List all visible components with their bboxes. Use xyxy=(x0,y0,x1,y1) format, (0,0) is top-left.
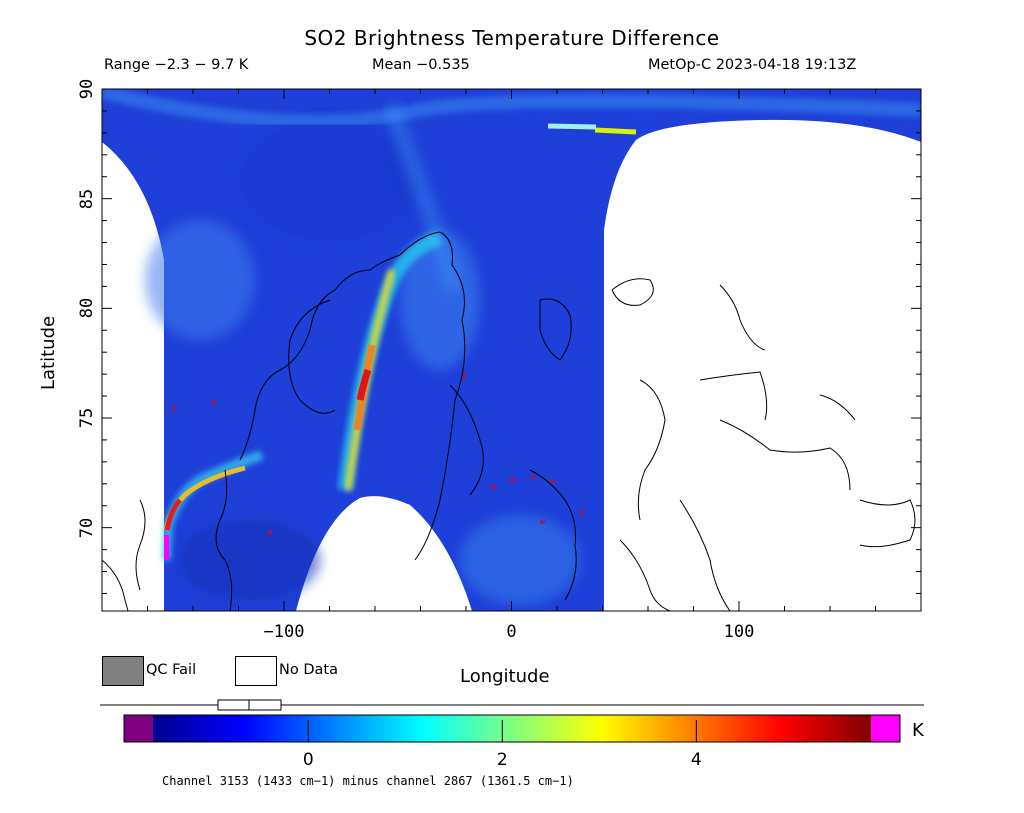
mean-text: Mean −0.535 xyxy=(372,57,470,73)
x-tick-label: −100 xyxy=(263,622,305,642)
channel-footnote: Channel 3153 (1433 cm−1) minus channel 2… xyxy=(162,774,574,788)
x-tick-label: 100 xyxy=(723,622,755,642)
y-tick-label: 80 xyxy=(77,298,97,319)
range-text: Range −2.3 − 9.7 K xyxy=(104,57,249,73)
qc-fail-swatch xyxy=(102,656,144,686)
colorbar-tick-label: 0 xyxy=(302,750,314,770)
swath-field xyxy=(102,89,921,611)
colorbar-tick-label: 2 xyxy=(496,750,508,770)
y-axis-label: Latitude xyxy=(38,315,59,390)
no-data-swatch xyxy=(235,656,277,686)
satellite-time-text: MetOp-C 2023-04-18 19:13Z xyxy=(648,57,857,73)
colorbar-overflow xyxy=(871,715,900,742)
y-axis-ticks xyxy=(102,88,921,594)
y-tick-label: 75 xyxy=(77,407,97,429)
x-tick-label: 0 xyxy=(506,622,517,642)
y-tick-label: 85 xyxy=(77,188,97,209)
colorbar-ticks xyxy=(307,720,697,742)
no-data-label: No Data xyxy=(279,662,338,678)
colorbar-gradient xyxy=(153,715,871,742)
map-title: SO2 Brightness Temperature Difference xyxy=(304,26,720,50)
x-axis-label: Longitude xyxy=(460,666,550,687)
colorbar-unit: K xyxy=(912,720,924,741)
plume-peak-mark xyxy=(164,535,169,560)
colorbar-underflow xyxy=(124,715,153,742)
x-axis-ticks xyxy=(101,89,922,611)
qc-fail-label: QC Fail xyxy=(146,662,197,678)
y-tick-label: 70 xyxy=(77,517,97,538)
y-tick-label: 90 xyxy=(77,78,97,100)
colorbar-tick-label: 4 xyxy=(690,750,702,770)
colorbar-frame xyxy=(123,714,901,743)
coastlines xyxy=(102,231,916,611)
